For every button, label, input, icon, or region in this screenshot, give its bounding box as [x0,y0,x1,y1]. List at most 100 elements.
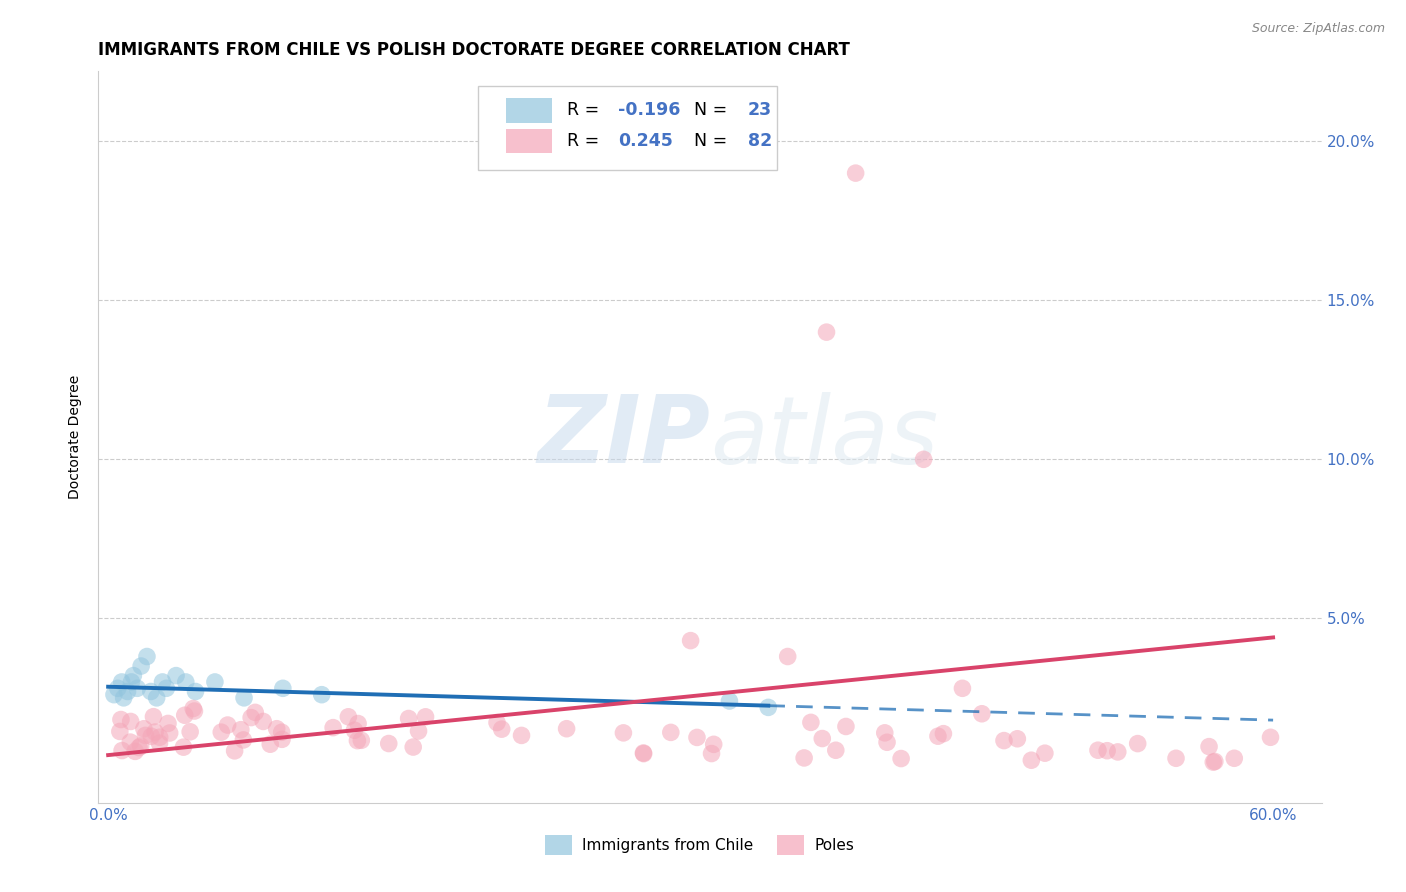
Text: 23: 23 [748,102,772,120]
Point [252,714,274,729]
Point [145,690,167,705]
Text: N =: N = [683,102,733,120]
Point [108,724,131,739]
Point [322,721,344,735]
Point [876,735,898,749]
Text: -0.196: -0.196 [619,102,681,120]
Text: atlas: atlas [710,392,938,483]
Point [271,732,294,747]
Point [181,701,204,715]
Point [224,744,246,758]
Point [1164,751,1187,765]
Point [703,737,725,751]
Point [337,710,360,724]
Point [415,710,437,724]
Point [811,731,834,746]
Point [1021,753,1043,767]
Bar [778,835,804,855]
Point [120,675,142,690]
Point [204,675,226,690]
FancyBboxPatch shape [478,86,778,170]
Point [679,633,702,648]
Point [129,659,152,673]
Point [183,704,205,718]
Point [1033,746,1056,760]
Point [120,735,142,749]
Point [1202,755,1225,769]
Point [1107,745,1129,759]
Point [136,649,159,664]
Point [486,715,509,730]
Text: IMMIGRANTS FROM CHILE VS POLISH DOCTORATE DEGREE CORRELATION CHART: IMMIGRANTS FROM CHILE VS POLISH DOCTORAT… [98,41,851,59]
Point [1260,731,1282,745]
Point [159,726,181,740]
Point [633,746,655,760]
Point [952,681,974,696]
Point [800,715,823,730]
Point [173,740,195,755]
Point [128,740,150,755]
Point [179,724,201,739]
Point [686,731,709,745]
Text: 0.245: 0.245 [619,132,673,150]
Point [259,737,281,751]
Bar [546,835,572,855]
Point [103,688,125,702]
Point [110,713,132,727]
Point [148,736,170,750]
Point [970,706,993,721]
Point [174,675,197,690]
Point [927,729,949,743]
Point [1223,751,1246,765]
Point [633,747,655,761]
Text: Immigrants from Chile: Immigrants from Chile [582,838,752,854]
Point [141,729,163,743]
Point [232,733,254,747]
Point [346,733,368,747]
Point [1198,739,1220,754]
Point [1095,744,1118,758]
Bar [506,129,553,153]
Point [1126,737,1149,751]
Point [143,725,166,739]
Point [491,722,513,736]
Point [112,690,135,705]
Text: Poles: Poles [814,838,853,854]
Point [173,708,195,723]
Point [555,722,578,736]
Point [155,681,177,696]
Point [510,728,533,742]
Point [124,744,146,758]
Point [1007,731,1029,746]
Text: 82: 82 [748,132,772,150]
Point [932,726,955,740]
Point [659,725,682,739]
Point [156,716,179,731]
Point [111,743,134,757]
Point [845,166,868,180]
Point [139,684,162,698]
Point [209,725,232,739]
Point [700,747,723,761]
Point [107,681,129,696]
Point [127,681,149,696]
Point [122,668,145,682]
Point [912,452,935,467]
Point [271,681,294,696]
Point [266,722,288,736]
Text: R =: R = [567,132,605,150]
Point [117,684,139,698]
Point [793,751,815,765]
Point [184,684,207,698]
Point [240,710,263,724]
Text: Source: ZipAtlas.com: Source: ZipAtlas.com [1251,22,1385,36]
Point [776,649,799,664]
Point [149,730,172,744]
Point [408,724,430,739]
Point [1087,743,1109,757]
Point [815,325,838,339]
Point [233,690,256,705]
Point [311,688,333,702]
Bar [506,98,553,122]
Point [890,751,912,765]
